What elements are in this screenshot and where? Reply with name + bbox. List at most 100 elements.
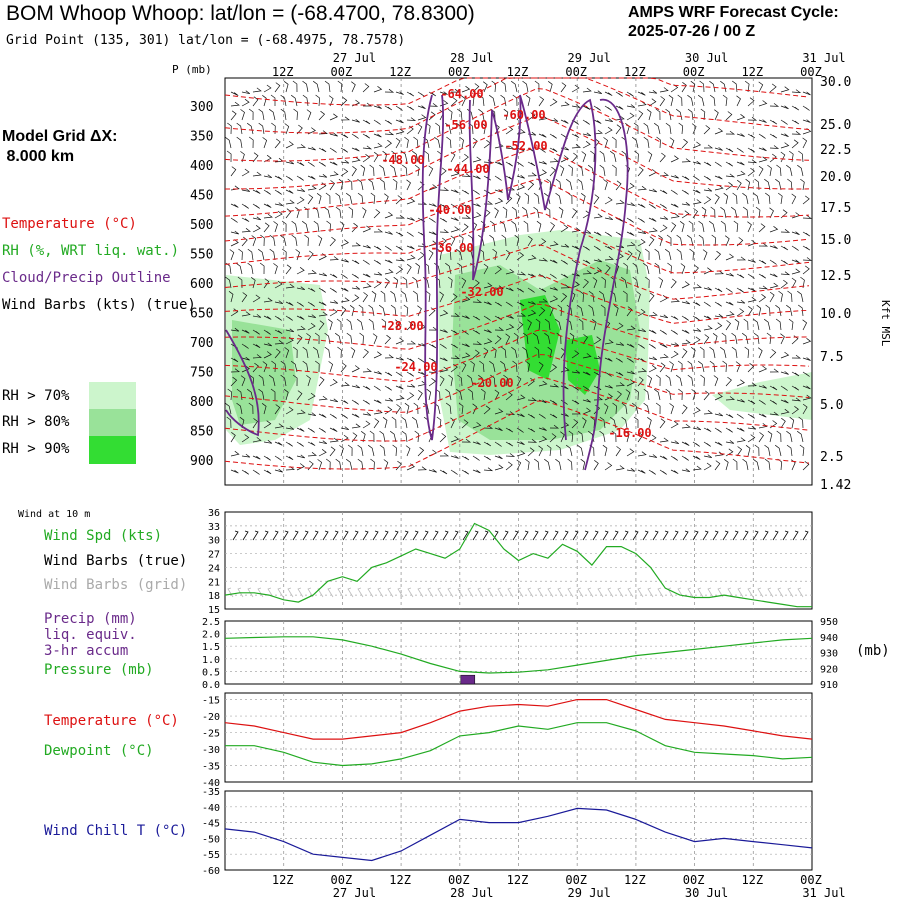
height-tick-label: 12.5: [820, 269, 851, 284]
wind-barb-1373: [747, 434, 756, 443]
wind-barb-753: [340, 287, 349, 292]
wind-barb-42: [681, 82, 687, 93]
wind-barb-969: [384, 334, 392, 345]
wind10-barb-true: [352, 530, 359, 541]
wind-barb-1367: [681, 441, 690, 446]
wind-barb-1110: [769, 368, 780, 373]
wind-barb-519: [681, 210, 690, 219]
wind-barb-667: [560, 259, 568, 265]
wind-barb-1140: [516, 375, 522, 387]
wind-barb-54: [230, 101, 240, 107]
wind-barb-456: [567, 192, 573, 205]
wind-barb-776: [592, 277, 598, 289]
wind-barb-1389: [339, 445, 344, 457]
wind-barb-1243: [483, 405, 491, 415]
wind-barb-657: [446, 248, 452, 261]
wind10-barb-true: [502, 530, 509, 541]
wind-barb-741: [791, 268, 801, 275]
wind-barb-1208: [678, 388, 683, 401]
wind-barb-1274: [239, 416, 245, 429]
wind10-barb-true: [472, 530, 479, 541]
wind-barb-10: [324, 80, 331, 93]
wind-barb-1234: [384, 406, 393, 415]
wind10-barb-grid: [647, 587, 654, 598]
wind-barb-421: [764, 178, 771, 191]
temperature-contour-label: -52.00: [504, 139, 547, 153]
wind-barb-1398: [439, 452, 450, 457]
wind-barb-378: [296, 188, 306, 192]
wind-barb-912: [336, 318, 342, 330]
wind-barb-1241: [458, 402, 464, 415]
wind-barb-1345: [439, 433, 447, 443]
wind-barb-551: [450, 226, 460, 233]
wind-barb-124: [417, 114, 427, 121]
wind-barb-36: [615, 91, 623, 97]
wind-barb-27: [510, 80, 518, 93]
wind-barb-527: [769, 207, 774, 219]
wind-barb-680: [702, 249, 708, 261]
wind-barb-1372: [736, 437, 746, 443]
windchill-panel-ytick-label: -60: [202, 866, 220, 877]
wind-barb-431: [296, 196, 305, 205]
wind-barb-743: [225, 276, 232, 289]
wind-barb-244: [571, 144, 581, 149]
wind-barb-1067: [290, 360, 298, 373]
precip-liq-label: liq. equiv.: [44, 627, 137, 643]
wind-barb-154: [747, 116, 758, 121]
wind-barb-1180: [373, 399, 382, 404]
wind-barb-822: [516, 301, 525, 307]
wind-barb-75: [461, 95, 466, 107]
wind-barb-424: [800, 178, 805, 191]
wind-barb-545: [384, 231, 393, 235]
wind-barb-670: [593, 258, 603, 263]
wind-barb-1451: [439, 469, 448, 475]
wind-barb-1026: [428, 357, 437, 363]
wind-barb-490: [361, 207, 367, 219]
wind-barb-1334: [318, 440, 328, 445]
wind-barb-720: [560, 273, 569, 279]
wind-barb-263: [780, 142, 790, 149]
wind-barb-853: [274, 315, 282, 321]
wind-barb-570: [659, 224, 668, 233]
wind-barb-17: [406, 91, 415, 97]
wind-barb-245: [582, 141, 591, 149]
wind-barb-379: [307, 185, 317, 191]
wind10-barb-grid: [557, 587, 564, 598]
wind-barb-739: [769, 273, 778, 278]
wind-barb-1377: [786, 430, 793, 443]
temp-panel-ytick-label: -15: [202, 696, 220, 707]
temp-panel-ytick-label: -35: [202, 762, 220, 773]
wind-barb-1365: [659, 437, 669, 443]
wind-barb-542: [351, 222, 359, 233]
wind-barb-872: [483, 315, 491, 321]
wind-barb-612: [538, 238, 547, 247]
bottom-time-label: 12Z: [272, 873, 294, 887]
wind-barb-219: [296, 144, 306, 149]
height-tick-label: 10.0: [820, 307, 851, 322]
wind-barb-1077: [406, 371, 415, 377]
wind-barb-1122: [318, 376, 325, 387]
wind10-barb-grid: [607, 587, 614, 598]
wind-barb-341: [472, 175, 481, 180]
wind10-barb-grid: [757, 587, 764, 598]
wind-barb-202: [691, 123, 697, 135]
wind-barb-1236: [404, 402, 410, 415]
pressure-tick-label: 850: [190, 425, 213, 440]
wind-barb-1210: [703, 390, 710, 401]
wind-barb-1314: [681, 423, 691, 429]
wind10-barb-true: [692, 530, 699, 541]
wind-barb-1462: [555, 458, 562, 471]
wind-barb-843: [747, 296, 757, 303]
bottom-time-label: 00Z: [565, 873, 587, 887]
temperature-contour-label: -24.00: [394, 360, 437, 374]
windchill-panel-ytick-label: -50: [202, 834, 220, 845]
wind-barb-1426: [745, 445, 751, 457]
wind-barb-1048: [670, 350, 679, 359]
wind-barb-221: [318, 147, 327, 153]
wind-barb-724: [604, 264, 611, 275]
pressure-tick-label: 500: [190, 218, 213, 233]
wind-barb-1388: [329, 446, 336, 457]
wind-barb-876: [527, 309, 537, 317]
wind10-barb-grid: [497, 587, 504, 598]
